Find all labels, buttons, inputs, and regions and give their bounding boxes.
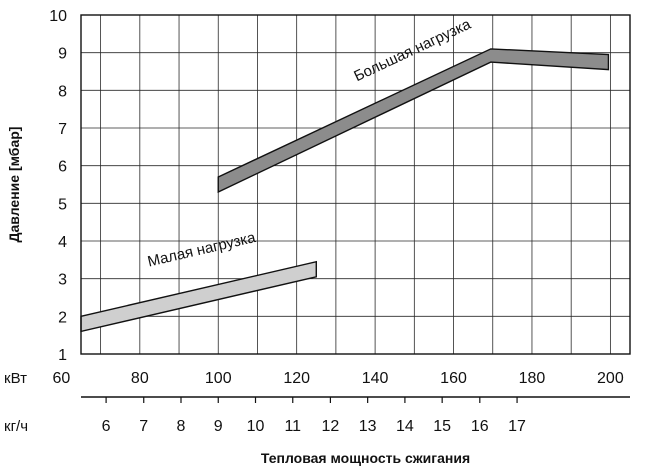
- x-tick-label-kgh: 6: [102, 418, 111, 435]
- y-tick-label: 7: [58, 121, 67, 138]
- y-tick-label: 6: [58, 159, 67, 176]
- x-tick-label-kw: 140: [362, 370, 389, 387]
- x-tick-label-kgh: 11: [284, 418, 301, 435]
- band-high-load: [217, 48, 610, 194]
- x-tick-label-kw: 160: [440, 370, 467, 387]
- x-tick-label-kgh: 7: [139, 418, 148, 435]
- x-tick-label-kgh: 9: [214, 418, 223, 435]
- x-tick-label-kw: 180: [519, 370, 546, 387]
- y-axis-title: Давление [мбар]: [6, 127, 22, 243]
- y-tick-label: 2: [58, 309, 67, 326]
- x-unit-label-kw: кВт: [4, 370, 27, 387]
- x-unit-label-kgh: кг/ч: [4, 418, 28, 435]
- x-tick-label-kw: 100: [205, 370, 232, 387]
- y-tick-label: 1: [58, 347, 67, 364]
- y-tick-label: 8: [58, 83, 67, 100]
- x-tick-label-kw: 120: [283, 370, 310, 387]
- x-tick-label-kgh: 10: [247, 418, 265, 435]
- band-layer: [80, 48, 610, 333]
- y-tick-label: 4: [58, 234, 67, 251]
- x-tick-label-kw: 80: [131, 370, 149, 387]
- x-tick-label-kgh: 13: [359, 418, 377, 435]
- x-tick-label-kgh: 15: [433, 418, 451, 435]
- grid-layer: [81, 15, 630, 354]
- x-tick-label-kgh: 14: [396, 418, 414, 435]
- y-tick-label: 3: [58, 272, 67, 289]
- x-axis-title: Тепловая мощность сжигания: [261, 450, 470, 466]
- plot-frame: [80, 14, 631, 355]
- x-tick-label-kgh: 12: [322, 418, 340, 435]
- y-tick-label: 5: [58, 196, 67, 213]
- x-tick-label-kw: 200: [597, 370, 624, 387]
- band-low-load: [80, 260, 317, 333]
- series-label-low-load: Малая нагрузка: [146, 229, 258, 271]
- x-tick-label-kw: 60: [52, 370, 70, 387]
- y-tick-label: 10: [49, 8, 67, 25]
- x-tick-label-kgh: 17: [508, 418, 526, 435]
- x-tick-label-kgh: 8: [177, 418, 186, 435]
- x-tick-label-kgh: 16: [471, 418, 489, 435]
- y-tick-label: 9: [58, 46, 67, 63]
